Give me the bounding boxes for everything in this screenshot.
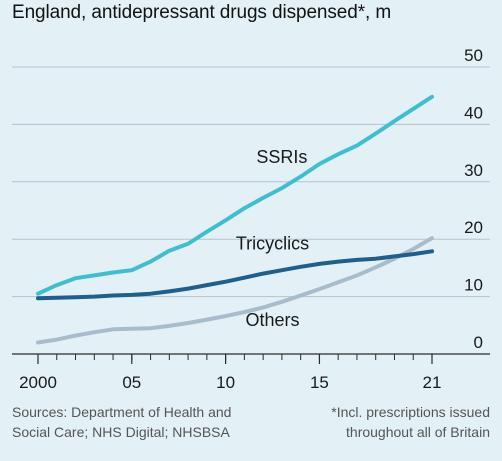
series-lines: [36, 94, 434, 345]
chart-title: England, antidepressant drugs dispensed*…: [12, 2, 392, 23]
x-tick-label: 2000: [19, 373, 57, 392]
x-tick-label: 10: [216, 373, 235, 392]
footnote: *Incl. prescriptions issued throughout a…: [331, 404, 490, 440]
series-labels: SSRIs Tricyclics Others: [236, 147, 309, 330]
series-line-tricyclics: [36, 249, 434, 301]
x-tick-label: 15: [310, 373, 329, 392]
y-tick-label: 40: [464, 103, 483, 122]
series-line-ssris: [36, 94, 434, 296]
series-label-ssris: SSRIs: [256, 147, 307, 167]
y-axis-ticks: 0 10 20 30 40 50: [464, 46, 483, 352]
y-tick-label: 30: [464, 161, 483, 180]
line-chart: 0 10 20 30 40 50 2000 05 10 15 21 SSRIs Tricyclics…: [12, 46, 490, 392]
y-tick-label: 10: [464, 276, 483, 295]
series-label-others: Others: [246, 310, 300, 330]
y-tick-label: 50: [464, 46, 483, 65]
x-axis: 2000 05 10 15 21: [12, 353, 490, 392]
y-tick-label: 20: [464, 218, 483, 237]
x-tick-label: 05: [122, 373, 141, 392]
sources-note: Sources: Department of Health and Social…: [12, 404, 232, 440]
series-label-tricyclics: Tricyclics: [236, 234, 309, 254]
y-tick-label: 0: [474, 333, 483, 352]
gridlines: [12, 66, 490, 298]
series-line-others: [36, 236, 434, 345]
x-tick-label: 21: [423, 373, 442, 392]
